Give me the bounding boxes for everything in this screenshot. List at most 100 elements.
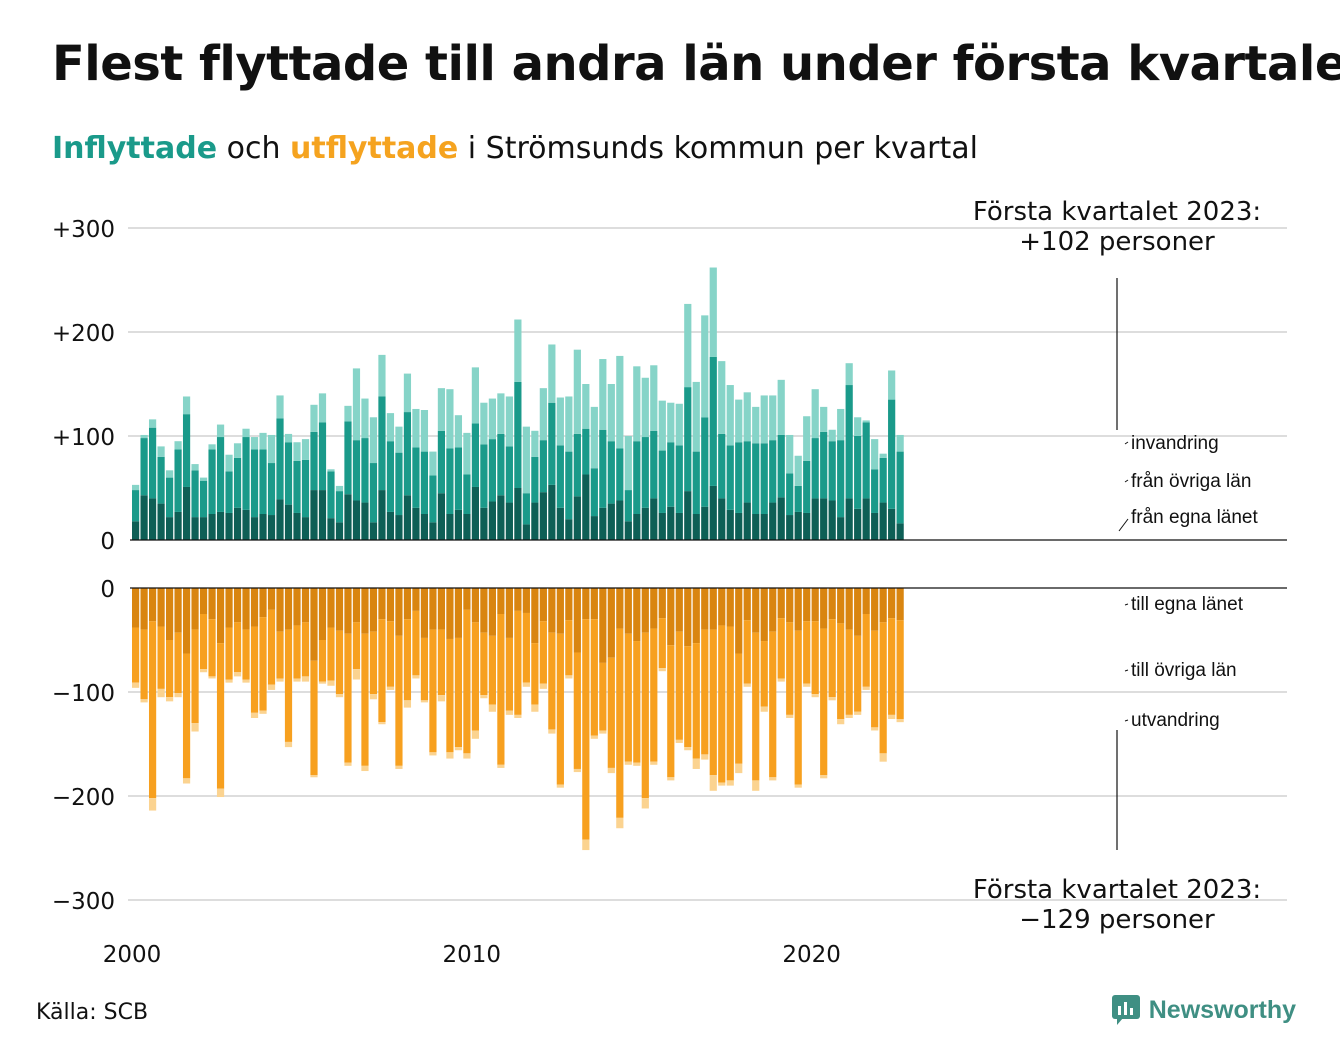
bar-utvandring (590, 735, 598, 739)
bar-out-ovriga (352, 622, 361, 670)
bar-out-ovriga (769, 631, 777, 778)
bar-out-ovriga (573, 652, 581, 769)
bar-out-ovriga (437, 629, 446, 696)
bar-invandring (403, 373, 412, 413)
brand-logo[interactable]: Newsworthy (1111, 994, 1296, 1026)
bar-in-egna (378, 490, 386, 540)
bar-in-egna (888, 508, 896, 540)
bar-in-egna (769, 502, 777, 540)
bar-invandring (412, 408, 420, 448)
bar-in-egna (301, 517, 310, 540)
bar-in-ovriga (709, 356, 717, 486)
bar-in-ovriga (803, 460, 811, 513)
bar-in-egna (565, 519, 573, 540)
bar-out-egna (259, 588, 267, 618)
bar-out-egna (769, 588, 777, 632)
bar-in-ovriga (667, 442, 675, 507)
bar-invandring (225, 454, 233, 472)
bar-invandring (862, 420, 870, 423)
bar-invandring (786, 434, 794, 474)
bar-invandring (582, 384, 590, 429)
bar-in-egna (208, 514, 216, 540)
bar-out-egna (267, 588, 276, 610)
bar-in-ovriga (879, 457, 887, 503)
bar-in-egna (692, 514, 700, 540)
bar-in-ovriga (437, 430, 446, 494)
bar-out-egna (437, 588, 446, 630)
bar-out-ovriga (879, 622, 887, 754)
bar-out-ovriga (692, 643, 700, 759)
bar-out-egna (675, 588, 683, 632)
bar-out-ovriga (760, 641, 768, 707)
x-tick-label: 2010 (443, 942, 502, 968)
bar-out-egna (811, 588, 819, 622)
bar-invandring (667, 402, 675, 443)
bar-out-ovriga (259, 617, 267, 711)
bar-in-egna (191, 517, 199, 540)
bar-out-egna (616, 588, 624, 629)
bar-invandring (301, 439, 310, 460)
bar-in-egna (327, 518, 335, 540)
bar-out-egna (148, 588, 157, 622)
bar-in-ovriga (395, 452, 403, 516)
bar-invandring (174, 441, 182, 450)
bar-out-ovriga (820, 628, 828, 776)
bar-in-egna (896, 523, 904, 540)
bar-out-egna (667, 588, 675, 646)
bar-out-egna (301, 588, 310, 623)
bar-in-ovriga (718, 433, 726, 499)
bar-out-ovriga (276, 631, 284, 679)
bar-invandring (132, 484, 140, 491)
bar-utvandring (403, 700, 412, 708)
bar-out-ovriga (182, 653, 191, 779)
bar-in-ovriga (828, 441, 836, 501)
bar-out-egna (845, 588, 853, 630)
bar-out-egna (565, 588, 573, 621)
bar-utvandring (233, 672, 242, 677)
bar-utvandring (769, 777, 777, 781)
bar-in-ovriga (259, 449, 267, 514)
bar-out-egna (361, 588, 369, 634)
bar-utvandring (735, 763, 743, 774)
bar-in-egna (369, 522, 378, 540)
bar-in-ovriga (769, 440, 777, 503)
bar-utvandring (896, 719, 904, 723)
bar-invandring (191, 464, 199, 471)
label-fran-ovriga-lan: från övriga län (1131, 471, 1251, 492)
bar-invandring (148, 419, 157, 428)
bar-in-egna (828, 500, 836, 540)
bar-out-ovriga (242, 629, 250, 680)
bar-in-ovriga (165, 477, 174, 518)
bar-in-ovriga (480, 444, 488, 508)
bar-utvandring (624, 761, 632, 765)
bar-out-ovriga (531, 643, 539, 705)
bar-out-ovriga (718, 625, 726, 783)
bar-out-ovriga (208, 619, 216, 677)
bar-in-ovriga (845, 385, 853, 499)
bar-invandring (752, 406, 760, 444)
bar-utvandring (811, 694, 819, 698)
bar-invandring (250, 437, 259, 450)
bar-in-egna (403, 495, 412, 540)
bar-invandring (208, 444, 216, 450)
bar-invandring (539, 388, 547, 441)
bar-invandring (242, 428, 250, 438)
bar-out-egna (335, 588, 344, 631)
bar-out-egna (378, 588, 386, 620)
bar-invandring (233, 443, 242, 458)
bar-in-egna (624, 521, 632, 540)
bar-out-egna (590, 588, 598, 620)
label-till-egna-lanet: till egna länet (1131, 594, 1244, 615)
annotation-bottom-line1: Första kvartalet 2023: (973, 875, 1261, 905)
bar-utvandring (582, 839, 590, 851)
bar-out-egna (276, 588, 284, 632)
bar-out-egna (199, 588, 208, 614)
bar-invandring (216, 424, 225, 438)
bar-out-egna (709, 588, 717, 630)
bar-invandring (896, 434, 904, 452)
bar-in-egna (395, 515, 403, 540)
bar-in-egna (752, 514, 760, 540)
bar-out-ovriga (132, 627, 140, 683)
bar-out-ovriga (420, 637, 429, 701)
bar-out-ovriga (174, 632, 182, 694)
